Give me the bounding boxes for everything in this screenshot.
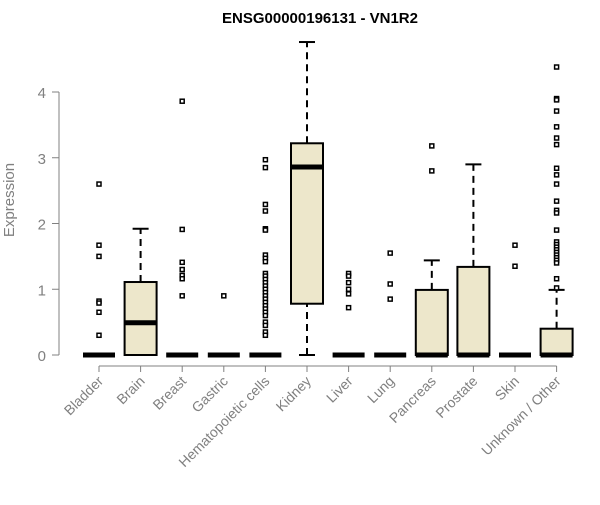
outlier-point — [553, 64, 560, 70]
box-iqr — [123, 281, 158, 356]
outlier-point — [553, 210, 560, 216]
y-tick-label: 1 — [38, 282, 46, 299]
outlier-point — [553, 227, 560, 233]
outlier-point — [553, 285, 560, 291]
outlier-point — [387, 250, 393, 256]
box-prostate — [456, 163, 491, 358]
y-axis: 0 1 2 3 4 — [38, 85, 60, 365]
outlier-point — [96, 242, 102, 248]
outlier-point — [262, 258, 269, 265]
outlier-point — [345, 291, 352, 297]
outlier-point — [512, 242, 518, 248]
box-hematopoietic-cells — [249, 156, 282, 358]
outlier-point — [262, 332, 269, 339]
outlier-point — [179, 266, 185, 273]
box-breast — [166, 98, 199, 358]
outlier-point — [262, 312, 269, 319]
outlier-point — [553, 141, 560, 148]
y-axis-label: Expression — [1, 163, 18, 237]
outlier-point — [96, 181, 102, 187]
outlier-point — [96, 309, 102, 316]
outlier-point — [179, 293, 185, 299]
outlier-point — [262, 164, 269, 171]
outlier-point — [345, 304, 352, 311]
x-tick-label: Brain — [113, 373, 147, 407]
outlier-point — [553, 135, 560, 141]
outlier-point — [387, 281, 393, 287]
x-tick-label: Unknown / Other — [478, 373, 564, 459]
x-tick-label: Lung — [364, 373, 397, 406]
outlier-point — [345, 273, 352, 279]
outlier-point — [553, 275, 560, 282]
outlier-point — [262, 322, 269, 329]
outlier-point — [553, 97, 560, 103]
outlier-point — [345, 286, 352, 292]
outlier-point — [553, 165, 560, 172]
outlier-point — [553, 172, 560, 178]
outlier-point — [221, 293, 227, 299]
outlier-point — [179, 226, 185, 233]
box-brain — [123, 227, 158, 356]
box-skin — [499, 242, 531, 358]
outlier-point — [345, 279, 352, 286]
outlier-point — [429, 143, 435, 149]
outlier-point — [553, 198, 560, 204]
outlier-point — [96, 332, 102, 339]
outlier-point — [179, 259, 185, 266]
outlier-point — [429, 168, 435, 174]
box-bladder — [83, 181, 115, 358]
y-tick-label: 4 — [38, 85, 46, 102]
x-tick-label: Kidney — [273, 373, 315, 415]
box-lung — [374, 250, 407, 358]
outlier-point — [262, 156, 269, 163]
box-iqr — [539, 327, 574, 357]
box-iqr — [290, 142, 324, 305]
box-unknown-other — [539, 64, 574, 358]
outlier-point — [387, 296, 393, 302]
outlier-point — [262, 208, 269, 214]
outlier-point — [179, 275, 185, 282]
y-tick-label: 3 — [38, 151, 46, 168]
box-gastric — [207, 293, 240, 358]
box-iqr — [456, 265, 491, 356]
outlier-point — [553, 260, 560, 266]
boxes — [83, 41, 574, 358]
x-tick-label: Skin — [492, 373, 523, 404]
box-liver — [332, 270, 365, 358]
x-tick-label: Bladder — [61, 373, 107, 419]
outlier-point — [96, 300, 102, 306]
y-tick-label: 2 — [38, 217, 46, 234]
outlier-point — [553, 124, 560, 130]
outlier-point — [179, 98, 185, 104]
x-tick-label: Liver — [323, 373, 356, 406]
box-iqr — [414, 288, 449, 356]
outlier-point — [553, 181, 560, 187]
box-kidney — [290, 41, 324, 356]
outlier-point — [262, 227, 269, 233]
outlier-point — [262, 201, 269, 208]
outlier-point — [512, 263, 518, 269]
x-tick-label: Prostate — [432, 373, 480, 421]
chart-title: ENSG00000196131 - VN1R2 — [222, 10, 418, 27]
x-tick-label: Breast — [149, 373, 189, 413]
outlier-point — [96, 253, 102, 260]
y-tick-label: 0 — [38, 348, 46, 365]
outlier-point — [553, 108, 560, 114]
box-pancreas — [414, 143, 449, 358]
